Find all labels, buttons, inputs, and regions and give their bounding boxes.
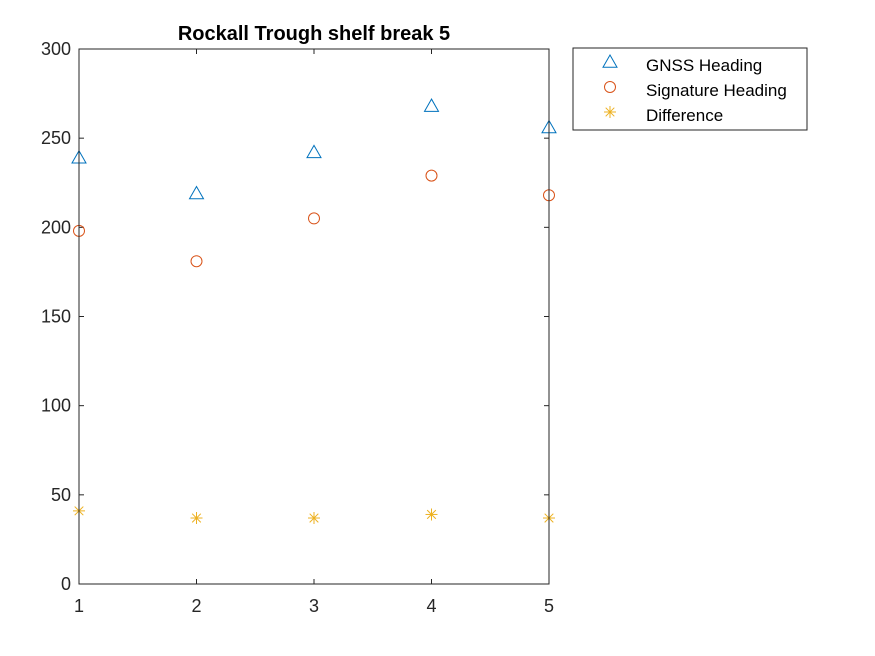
y-tick-label: 250 <box>41 128 71 148</box>
signature-heading-point <box>425 169 438 182</box>
signature-heading-point <box>190 255 203 268</box>
y-tick-label: 200 <box>41 217 71 237</box>
y-tick-label: 300 <box>41 39 71 59</box>
x-tick-label: 3 <box>309 596 319 616</box>
plot-area <box>79 49 549 584</box>
difference-point <box>308 512 320 525</box>
x-tick-label: 4 <box>426 596 436 616</box>
difference-point <box>190 512 203 525</box>
difference-point <box>425 508 438 521</box>
legend: GNSS Heading Signature Heading Difference <box>572 47 808 131</box>
y-tick-label: 150 <box>41 307 71 327</box>
y-tick-label: 0 <box>61 574 71 594</box>
legend-marker-difference <box>604 106 616 118</box>
gnss-heading-point <box>306 144 322 159</box>
chart-title: Rockall Trough shelf break 5 <box>178 23 450 45</box>
signature-heading-point <box>308 212 320 225</box>
legend-box <box>572 47 808 131</box>
legend-marker-signature-heading <box>604 81 616 93</box>
x-tick-label: 5 <box>544 596 554 616</box>
gnss-heading-point <box>188 185 205 200</box>
legend-label-difference: Difference <box>646 106 723 125</box>
legend-label-signature-heading: Signature Heading <box>646 81 787 100</box>
plot-box <box>78 48 550 585</box>
x-tick-label: 2 <box>191 596 201 616</box>
legend-marker-gnss-heading <box>602 53 618 68</box>
x-tick-label: 1 <box>74 596 84 616</box>
y-tick-label: 50 <box>51 485 71 505</box>
gnss-heading-point <box>423 98 440 112</box>
y-tick-label: 100 <box>41 396 71 416</box>
legend-label-gnss-heading: GNSS Heading <box>646 56 762 75</box>
